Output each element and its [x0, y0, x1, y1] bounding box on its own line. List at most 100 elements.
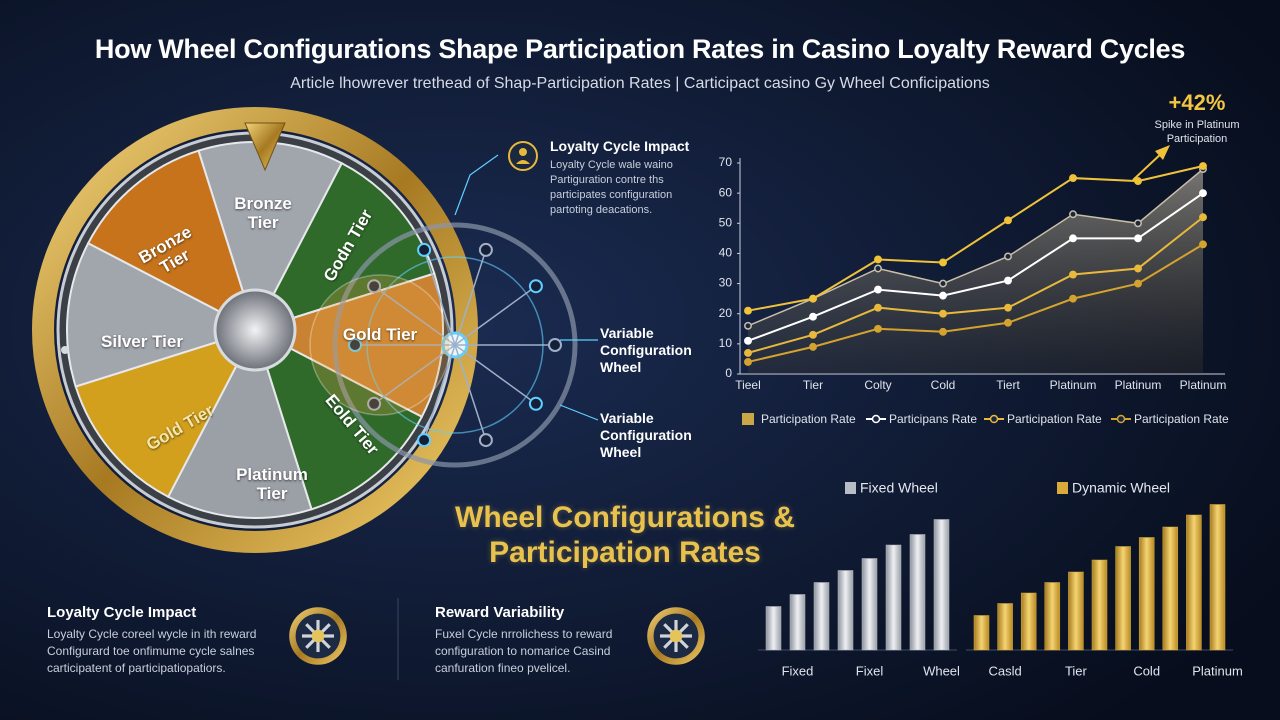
callout-title: Variable Configuration Wheel — [600, 325, 692, 375]
x-tick-label: Cold — [1133, 663, 1160, 678]
point — [874, 255, 882, 264]
card-title: Reward Variability — [435, 604, 565, 621]
bar — [1091, 559, 1108, 651]
annotation-arrowhead — [1155, 145, 1170, 160]
bar — [837, 570, 854, 651]
y-tick-label: 0 — [725, 366, 732, 380]
ring-node — [548, 338, 562, 352]
segment-label: Platinum Tier — [236, 465, 308, 503]
ring-spoke — [373, 344, 456, 405]
segment-label: Gold Tier — [342, 325, 418, 344]
bar — [1186, 514, 1202, 651]
legend-label: Participans Rate — [889, 412, 977, 426]
bar — [789, 594, 806, 651]
point — [1069, 270, 1077, 279]
x-tick-label: Casld — [988, 663, 1021, 678]
bar — [1115, 546, 1131, 651]
decoration — [309, 242, 562, 448]
ring-node — [367, 396, 382, 411]
card-title: Loyalty Cycle Impact — [47, 604, 197, 621]
point — [1199, 240, 1207, 249]
ring-spoke — [373, 285, 456, 346]
y-tick-label: 70 — [719, 155, 733, 169]
decoration — [332, 222, 578, 468]
wheel-hub — [213, 288, 297, 372]
line — [747, 216, 1204, 354]
y-tick-label: 50 — [719, 215, 733, 229]
x-tick-label: Tier — [803, 378, 823, 392]
y-tick-label: 30 — [719, 276, 733, 290]
point — [874, 285, 882, 294]
point — [744, 357, 752, 366]
bar — [933, 519, 950, 651]
y-tick-label: 60 — [719, 185, 733, 199]
bar — [1209, 504, 1226, 651]
point — [939, 258, 947, 267]
legend-swatch — [989, 414, 999, 424]
bar — [1138, 537, 1155, 651]
point — [874, 264, 882, 273]
point — [744, 348, 752, 357]
charts: 0 10 20 30 40 50 60 70 Tieel Tier Colty Cold Tiert Pl… — [719, 155, 1243, 678]
annotation-text: +42% — [1168, 90, 1226, 115]
x-tick-label: Platinum — [1050, 378, 1097, 392]
legend-label: Fixed Wheel — [860, 480, 938, 496]
ring-node — [478, 242, 493, 257]
point — [874, 303, 882, 312]
ring-node — [367, 279, 382, 294]
point — [939, 291, 947, 300]
card-icon — [645, 605, 707, 667]
point — [1069, 234, 1077, 243]
point — [1199, 189, 1207, 198]
ring-node — [417, 433, 432, 448]
point — [1069, 294, 1077, 303]
point — [744, 336, 752, 345]
point — [809, 330, 817, 339]
x-tick-label: Cold — [931, 378, 956, 392]
ring-node — [348, 338, 362, 352]
decoration — [559, 404, 599, 421]
point — [1004, 276, 1012, 285]
bar — [1068, 571, 1084, 651]
x-tick-label: Fixed — [782, 663, 814, 678]
segment-label: Silver Tier — [101, 332, 183, 351]
feature-title: Wheel Configurations & Participation Rat… — [455, 501, 795, 569]
line — [747, 243, 1204, 363]
legend-swatch — [1057, 482, 1068, 494]
wheel-segment — [74, 328, 258, 499]
callout-title: Variable Configuration Wheel — [600, 410, 692, 460]
legend-swatch — [1116, 414, 1126, 424]
annotation-note: Spike in Platinum Participation — [1154, 119, 1240, 145]
callout-body: Loyalty Cycle wale waino Partiguration c… — [550, 159, 673, 216]
line — [747, 192, 1204, 342]
point — [744, 321, 752, 330]
point — [939, 279, 947, 288]
decoration — [454, 154, 499, 216]
bar — [813, 582, 830, 651]
ring-spoke — [454, 344, 537, 405]
point — [1134, 234, 1142, 243]
legend-swatch — [845, 482, 856, 494]
segment-label: Bronze Tier — [234, 194, 292, 232]
page-subtitle: Article lhowrever trethead of Shap-Parti… — [290, 75, 990, 92]
point — [1199, 213, 1207, 222]
wheel-segment — [252, 161, 436, 332]
point — [809, 294, 817, 303]
wheel-rim — [32, 107, 478, 553]
point — [1134, 219, 1142, 228]
wheel-pointer — [244, 122, 286, 172]
y-tick-label: 10 — [719, 336, 733, 350]
ring-node — [478, 433, 493, 448]
callout-icon-body — [516, 160, 530, 164]
point — [1004, 252, 1012, 261]
point — [1134, 264, 1142, 273]
point — [1199, 162, 1207, 170]
x-tick-label: Tiert — [996, 378, 1020, 392]
point — [1069, 210, 1077, 219]
wheel-segment — [166, 327, 313, 520]
bar — [861, 558, 878, 651]
